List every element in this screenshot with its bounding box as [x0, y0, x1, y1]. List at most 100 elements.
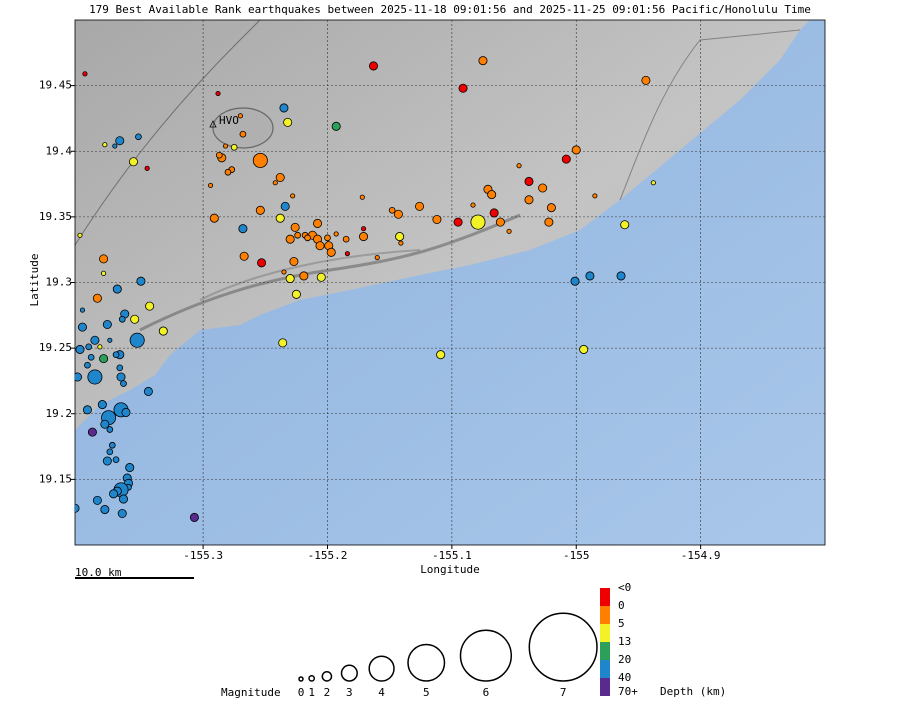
earthquake: [109, 489, 119, 499]
earthquake: [650, 180, 656, 186]
earthquake: [546, 203, 556, 213]
earthquake: [279, 103, 289, 113]
magnitude-legend-title: Magnitude: [221, 686, 281, 699]
earthquake: [112, 351, 120, 359]
earthquake: [215, 90, 221, 97]
earthquake: [135, 133, 142, 141]
earthquake: [92, 495, 102, 505]
magnitude-legend-label: 4: [378, 686, 385, 699]
earthquake: [579, 344, 589, 354]
earthquake: [395, 232, 405, 242]
earthquake: [107, 337, 113, 343]
earthquake: [315, 241, 325, 251]
earthquake: [333, 231, 339, 237]
x-tick-label: -155: [563, 549, 590, 562]
earthquake: [453, 217, 463, 227]
magnitude-legend-circle: [459, 629, 513, 682]
earthquake: [87, 427, 97, 437]
magnitude-legend-circle: [340, 664, 358, 682]
earthquake: [116, 372, 126, 382]
magnitude-legend-circle: [321, 671, 333, 682]
depth-color: [600, 660, 610, 678]
earthquake: [255, 205, 265, 215]
magnitude-legend-label: 7: [560, 686, 567, 699]
earthquake: [374, 254, 380, 261]
earthquake: [432, 214, 442, 225]
depth-legend-title: Depth (km): [660, 685, 726, 698]
earthquake: [289, 256, 299, 267]
earthquake: [121, 407, 131, 417]
earthquake: [112, 456, 120, 464]
magnitude-legend-label: 6: [483, 686, 490, 699]
earthquake: [118, 315, 126, 323]
earthquake: [106, 426, 114, 433]
earthquake: [239, 251, 249, 261]
earthquake: [359, 194, 365, 200]
earthquake: [100, 505, 110, 515]
earthquake: [458, 83, 468, 93]
y-tick-label: 19.3: [46, 276, 73, 289]
earthquake: [117, 508, 127, 519]
earthquake: [388, 206, 396, 214]
earthquake: [278, 338, 288, 348]
earthquake: [281, 269, 287, 275]
depth-legend-label: <0: [618, 581, 631, 594]
earthquake: [359, 232, 369, 242]
caldera: [212, 107, 274, 149]
points: [75, 56, 656, 522]
y-tick-label: 19.15: [39, 472, 72, 485]
earthquake: [102, 456, 112, 466]
earthquake: [189, 512, 199, 522]
depth-color: [600, 588, 610, 606]
earthquake: [239, 130, 247, 138]
earthquake: [290, 222, 300, 232]
earthquake: [143, 386, 153, 396]
earthquake: [313, 218, 323, 228]
earthquake: [283, 117, 293, 127]
earthquake: [92, 293, 102, 303]
earthquake: [215, 151, 223, 159]
earthquake: [506, 228, 512, 234]
earthquake: [112, 284, 122, 294]
earthquake: [436, 350, 446, 360]
earthquake: [85, 343, 93, 351]
magnitude-legend-circle: [528, 612, 598, 682]
earthquake: [299, 271, 309, 281]
y-tick-label: 19.35: [39, 210, 72, 223]
earthquake: [238, 224, 248, 234]
earthquake: [97, 344, 103, 350]
earthquake: [272, 180, 278, 186]
earthquake: [84, 361, 91, 369]
scale-bar-label: 10.0 km: [75, 566, 122, 579]
depth-color: [600, 642, 610, 660]
earthquake: [620, 220, 630, 230]
earthquake: [470, 202, 476, 208]
earthquake: [291, 289, 301, 299]
depth-legend-label: 40: [618, 671, 631, 684]
earthquake: [75, 344, 85, 354]
earthquake: [158, 326, 168, 336]
earthquake: [398, 240, 404, 246]
earthquake: [130, 314, 140, 324]
x-tick-label: -155.1: [432, 549, 472, 562]
y-tick-label: 19.2: [46, 407, 73, 420]
earthquake: [82, 71, 88, 77]
magnitude-legend-label: 3: [346, 686, 353, 699]
earthquake: [544, 217, 554, 227]
earthquake: [208, 182, 214, 188]
earthquake: [120, 380, 127, 387]
earthquake: [570, 276, 580, 286]
earthquake: [79, 307, 86, 313]
earthquake: [252, 152, 268, 168]
depth-legend-label: 20: [618, 653, 631, 666]
magnitude-legend-circle: [407, 643, 446, 682]
earthquake: [360, 226, 367, 232]
magnitude-legend-label: 2: [324, 686, 331, 699]
earthquake: [524, 176, 534, 186]
x-axis-label: Longitude: [420, 563, 480, 576]
road: [75, 20, 261, 246]
earthquake: [470, 214, 486, 230]
earthquake: [616, 271, 626, 281]
